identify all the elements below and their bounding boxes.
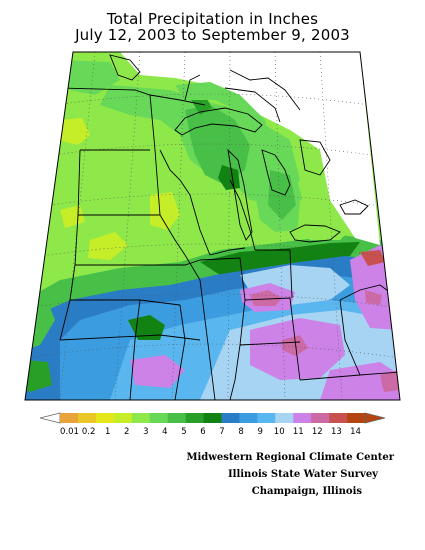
legend-swatch <box>293 413 312 423</box>
color-legend: 0.01 0.2 1 2 3 4 5 6 7 8 9 10 11 12 13 14 <box>39 412 386 437</box>
zone-6-in-west <box>25 360 52 392</box>
legend-swatch <box>95 413 115 423</box>
legend-swatch <box>113 413 133 423</box>
zone-6-7-in <box>218 165 240 190</box>
legend-swatch <box>239 413 258 423</box>
credit-line3: Champaign, Illinois <box>251 486 362 497</box>
map-title-line1: Total Precipitation in Inches <box>106 10 319 28</box>
legend-swatch <box>167 413 186 423</box>
legend-swatch <box>221 413 240 423</box>
legend-label: 12 <box>312 427 323 437</box>
legend-swatch <box>77 413 97 423</box>
legend-swatch <box>203 413 222 423</box>
zone-12-13-in-central <box>282 335 308 356</box>
legend-label: 3 <box>143 427 148 437</box>
zone-2-3-in-west <box>58 118 90 145</box>
zone-2-3-in-dakota <box>60 205 85 228</box>
legend-swatch <box>311 413 330 423</box>
zone-2-3-in-southwest <box>88 232 128 260</box>
zone-11-12-in-south <box>130 355 185 388</box>
legend-arrow-low <box>39 412 61 424</box>
legend-label: 1 <box>105 427 110 437</box>
legend-label: 4 <box>162 427 167 437</box>
legend-label: 7 <box>219 427 224 437</box>
legend-label: 0.2 <box>82 427 96 437</box>
legend-arrow-high <box>364 412 386 424</box>
precipitation-field <box>25 52 400 400</box>
credit-line2: Illinois State Water Survey <box>227 469 378 480</box>
zone-13-14-in-east <box>360 250 385 266</box>
map-frame <box>24 51 401 401</box>
legend-label: 9 <box>257 427 262 437</box>
credit-line1: Midwestern Regional Climate Center <box>186 452 394 463</box>
zone-2-3-in-central <box>150 192 180 230</box>
zone-5-6-in <box>185 105 250 185</box>
legend-swatch <box>60 413 79 423</box>
legend-label: 13 <box>331 427 342 437</box>
legend-swatch <box>149 413 168 423</box>
legend-label: 8 <box>238 427 243 437</box>
legend-label: 6 <box>200 427 205 437</box>
legend-label: 10 <box>274 427 285 437</box>
legend-label: 2 <box>124 427 129 437</box>
zone-3-4-in-ontario <box>298 200 350 240</box>
map-title-line2: July 12, 2003 to September 9, 2003 <box>75 26 350 44</box>
zone-12-13-in-north <box>250 290 282 306</box>
legend-label: 0.01 <box>60 427 79 437</box>
legend-swatch <box>131 413 151 423</box>
legend-swatch <box>185 413 204 423</box>
legend-label: 5 <box>181 427 186 437</box>
zone-12-13-in-southeast <box>380 370 400 392</box>
legend-swatch <box>347 413 366 423</box>
zone-6-7-in-band <box>200 242 360 275</box>
legend-label: 14 <box>350 427 361 437</box>
no-data-area <box>120 52 380 245</box>
legend-label: 11 <box>293 427 304 437</box>
state-boundaries <box>59 74 400 400</box>
zone-12-13-in-east <box>365 290 382 305</box>
legend-swatch <box>275 413 294 423</box>
legend-swatch <box>257 413 276 423</box>
zone-4-5-in-north <box>60 60 120 95</box>
great-lakes-outlines <box>109 54 369 243</box>
zone-4-5-in-superior <box>175 82 270 140</box>
legend-swatch <box>329 413 348 423</box>
